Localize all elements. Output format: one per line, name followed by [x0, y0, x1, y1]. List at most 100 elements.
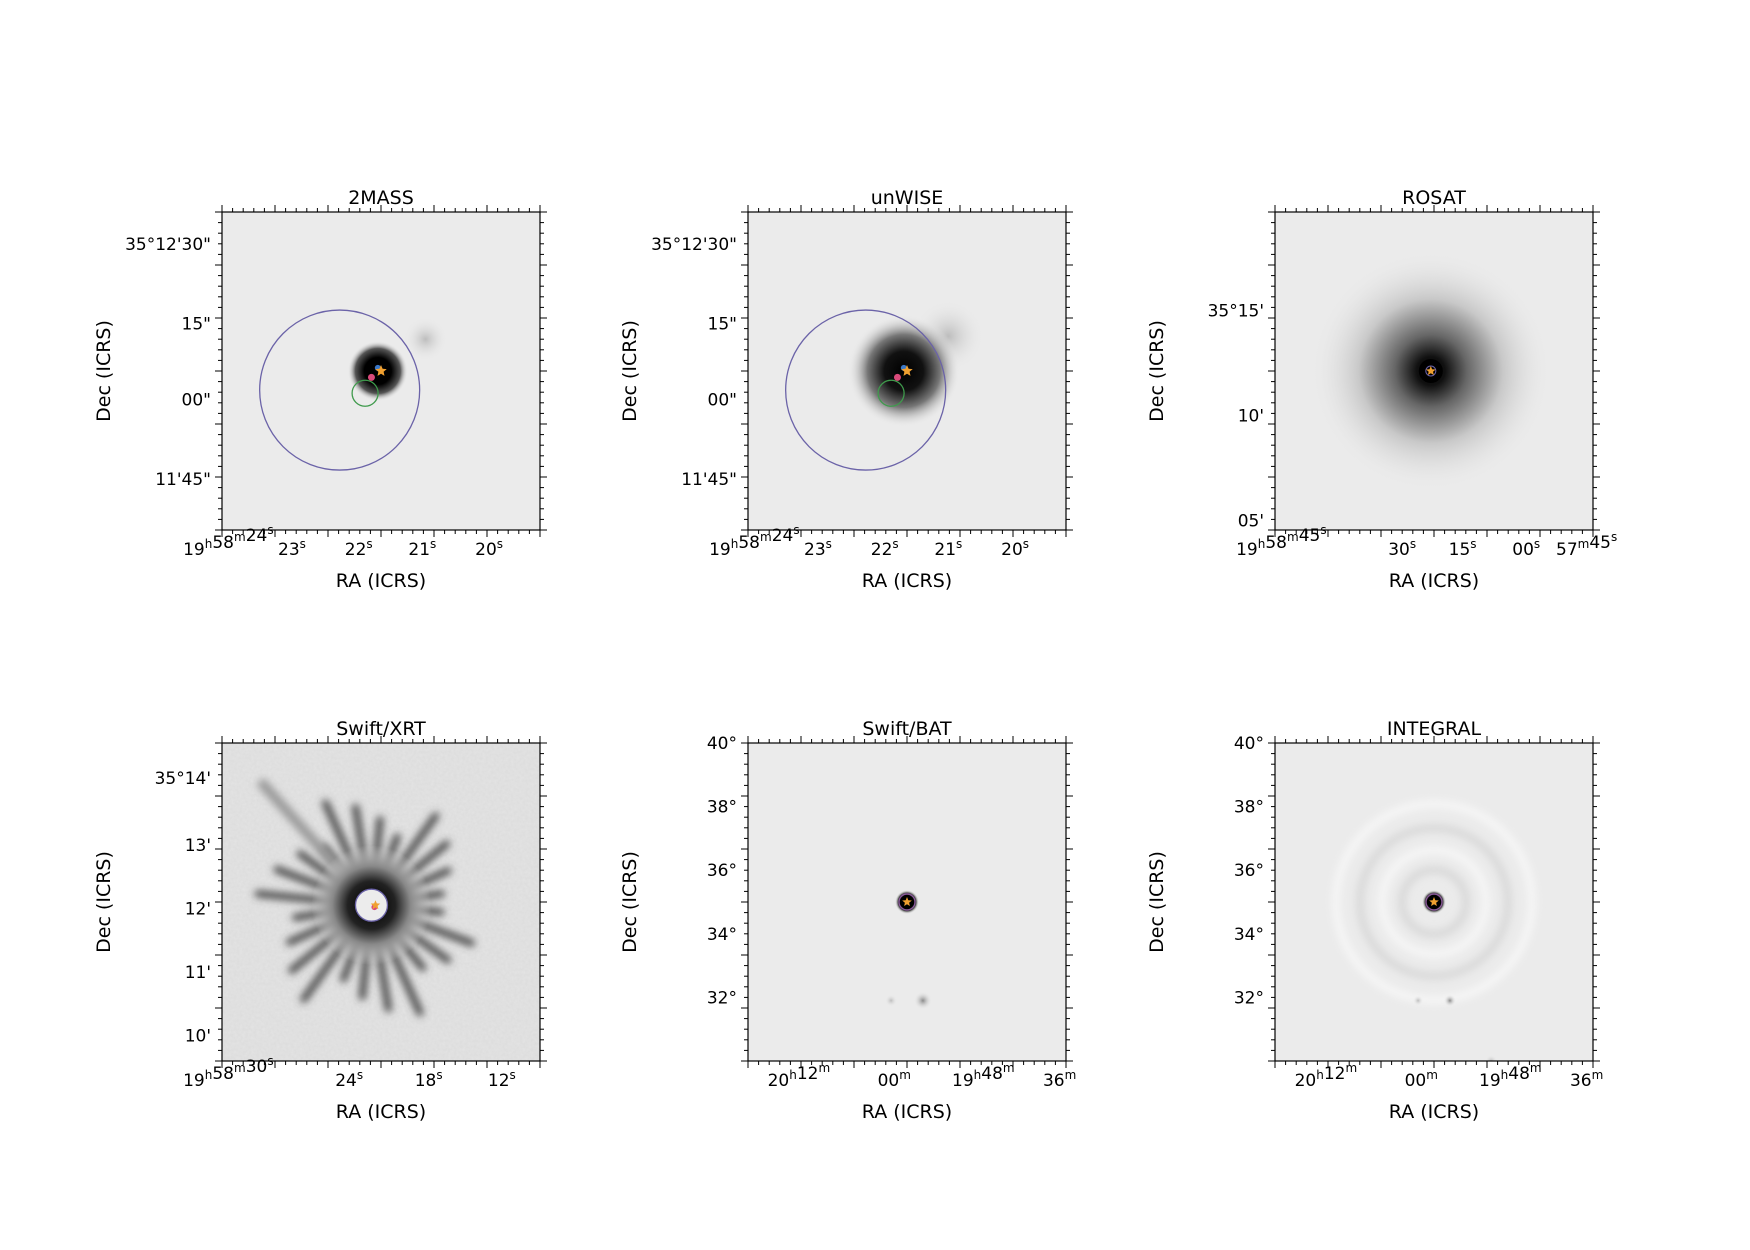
y-tick-label: 15": [708, 314, 737, 334]
x-axis-label: RA (ICRS): [1389, 1101, 1479, 1123]
y-tick-label: 36°: [707, 861, 737, 881]
faint-source: [885, 994, 898, 1007]
x-tick-label: 19h58m30s: [183, 1054, 273, 1091]
panel-image: [222, 212, 540, 530]
y-axis-label: Dec (ICRS): [93, 320, 115, 422]
panel-title: Swift/XRT: [336, 718, 426, 740]
y-tick-label: 35°15': [1208, 302, 1264, 322]
x-tick-label: 00s: [1512, 537, 1540, 560]
x-tick-label: 19h58m45s: [1236, 523, 1327, 560]
y-tick-label: 34°: [1234, 925, 1264, 945]
x-tick-label: 36m: [1043, 1068, 1076, 1091]
y-tick-label: 11'45": [681, 470, 737, 490]
y-axis-label: Dec (ICRS): [93, 851, 115, 953]
x-tick-label: 22s: [871, 537, 899, 560]
x-tick-label: 21s: [934, 537, 962, 560]
x-tick-label: 20h12m: [1295, 1061, 1358, 1091]
secondary-source: [1443, 994, 1456, 1007]
x-axis-label: RA (ICRS): [862, 570, 952, 592]
x-tick-label: 15s: [1449, 537, 1477, 560]
sidelobe-ring: [1378, 846, 1490, 958]
edge-source: [1485, 1055, 1498, 1061]
panel-image: [222, 743, 540, 1061]
x-tick-label: 00m: [1405, 1068, 1438, 1091]
y-tick-label: 32°: [707, 988, 737, 1008]
marker-pink: [893, 373, 901, 381]
axis-ticks: [741, 205, 1073, 537]
sidelobe-rings: [1332, 800, 1536, 1004]
y-tick-label: 35°12'30": [651, 235, 737, 255]
sidelobe-ring: [1356, 824, 1512, 980]
panel-title: INTEGRAL: [1387, 718, 1482, 740]
marker-star: [1429, 897, 1439, 906]
axis-ticks: [1268, 205, 1600, 537]
x-tick-label: 23s: [278, 537, 306, 560]
marker-star: [370, 900, 381, 910]
panel-title: unWISE: [871, 187, 944, 209]
y-tick-label: 13': [185, 836, 211, 856]
error-circle: [354, 888, 389, 922]
error-circle-small: [877, 379, 905, 407]
y-tick-label: 10': [1238, 407, 1264, 427]
x-tick-label: 20s: [1001, 537, 1029, 560]
x-tick-label: 30s: [1388, 537, 1416, 560]
y-tick-label: 05': [1238, 511, 1264, 531]
panel-image: [748, 743, 1066, 1061]
error-circle: [898, 893, 916, 911]
y-tick-label: 36°: [1234, 861, 1264, 881]
x-tick-label: 23s: [804, 537, 832, 560]
x-tick-label: 57m45s: [1556, 530, 1617, 560]
sidelobe-ring: [1398, 866, 1470, 938]
x-tick-label: 21s: [408, 537, 436, 560]
faint-source: [403, 317, 448, 362]
x-axis-label: RA (ICRS): [336, 570, 426, 592]
x-tick-label: 22s: [345, 537, 373, 560]
y-tick-label: 38°: [707, 798, 737, 818]
y-tick-label: 32°: [1234, 988, 1264, 1008]
axis-ticks: [741, 736, 1073, 1068]
psf-core: [355, 889, 388, 922]
faint-source: [1413, 995, 1424, 1006]
error-circle: [1425, 365, 1437, 377]
y-axis-label: Dec (ICRS): [1146, 851, 1168, 953]
marker-pink: [367, 373, 375, 381]
x-tick-label: 20h12m: [768, 1061, 831, 1091]
y-axis-label: Dec (ICRS): [619, 851, 641, 953]
x-axis-label: RA (ICRS): [862, 1101, 952, 1123]
x-tick-label: 19h58m24s: [709, 523, 800, 560]
y-tick-label: 11': [185, 963, 211, 983]
y-tick-label: 00": [182, 391, 211, 411]
x-tick-label: 19h48m: [952, 1061, 1015, 1091]
axis-ticks: [1268, 736, 1600, 1068]
axis-ticks: [215, 205, 547, 537]
error-circle-small: [351, 379, 379, 407]
error-circle-large: [259, 309, 421, 471]
marker-star: [901, 365, 913, 376]
y-tick-label: 12': [185, 899, 211, 919]
error-circle-large: [785, 309, 947, 471]
y-tick-label: 00": [708, 391, 737, 411]
y-tick-label: 34°: [707, 925, 737, 945]
sidelobe-ring: [1332, 800, 1536, 1004]
marker-star: [902, 897, 912, 906]
x-tick-label: 12s: [488, 1068, 516, 1091]
x-axis-label: RA (ICRS): [1389, 570, 1479, 592]
y-tick-label: 38°: [1234, 798, 1264, 818]
x-tick-label: 20s: [475, 537, 503, 560]
y-tick-label: 35°14': [155, 769, 211, 789]
x-tick-label: 24s: [335, 1068, 363, 1091]
y-tick-label: 15": [182, 314, 211, 334]
panel-integral: INTEGRAL RA (ICRS) Dec (ICRS) 20h12m 00m 19h4…: [1146, 718, 1603, 1123]
y-axis-label: Dec (ICRS): [1146, 320, 1168, 422]
panel-swift-bat: Swift/BAT RA (ICRS) Dec (ICRS) 20h12m 00m 19h…: [619, 718, 1076, 1123]
y-axis-label: Dec (ICRS): [619, 320, 641, 422]
marker-star: [1426, 366, 1436, 375]
x-tick-label: 00m: [878, 1068, 911, 1091]
panel-swift-xrt: Swift/XRT RA (ICRS) Dec (ICRS) 19h58m30s 24s…: [93, 718, 547, 1123]
marker-star: [375, 365, 387, 376]
panel-image: [1275, 212, 1593, 530]
x-tick-label: 19h58m24s: [183, 523, 273, 560]
